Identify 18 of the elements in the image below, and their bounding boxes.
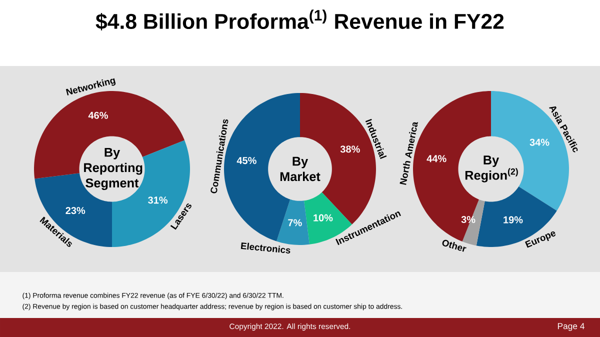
text: By Region$^{(2)}$	[465, 156, 518, 182]
data-label: 44%	[426, 155, 446, 162]
text: By Market	[280, 156, 320, 182]
data-label: 23%	[66, 206, 86, 214]
text: By Reporting Segment	[84, 148, 142, 190]
data-label: 7%	[288, 219, 302, 226]
data-label: 46%	[88, 112, 108, 119]
data-label: 31%	[148, 196, 168, 204]
data-label: 19%	[504, 216, 523, 224]
data-label: 38%	[340, 146, 360, 153]
slice-label: Electronics	[240, 242, 290, 254]
data-label: 34%	[530, 138, 550, 146]
slice-label: North America	[400, 122, 418, 185]
text: Page 4	[558, 323, 584, 331]
slice-label: Other	[442, 240, 466, 252]
text: $4.8 Billion Proforma$^{(1)}$ Revenue in FY22	[96, 10, 504, 30]
data-label: 45%	[236, 157, 256, 164]
data-label: 10%	[314, 214, 333, 222]
